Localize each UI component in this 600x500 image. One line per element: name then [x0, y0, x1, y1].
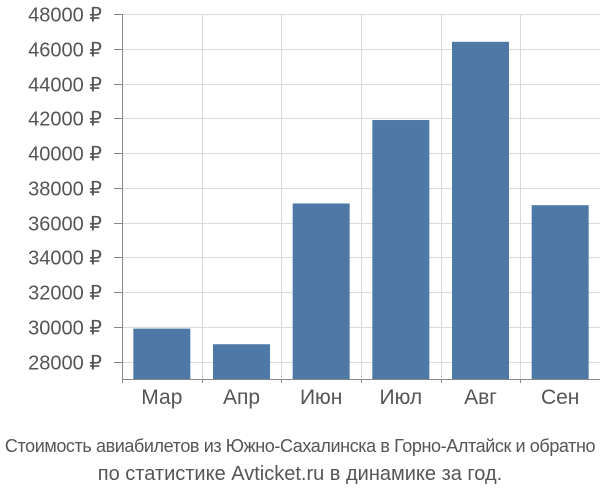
y-tick-label: 28000 ₽: [28, 353, 102, 375]
bar-5: [452, 41, 509, 380]
grid-lines: [122, 14, 600, 379]
x-tick-label: Авг: [464, 386, 497, 409]
y-tick-label: 36000 ₽: [28, 214, 102, 236]
x-axis-ticks: Мар Апр Июн Июл Авг Сен: [141, 386, 579, 409]
y-tick-label: 46000 ₽: [28, 40, 102, 62]
axes: [114, 14, 600, 383]
y-tick-label: 32000 ₽: [28, 283, 102, 305]
y-tick-label: 30000 ₽: [28, 318, 102, 340]
bar-2: [213, 344, 270, 379]
x-tick-label: Июл: [380, 386, 423, 409]
y-tick-label: 44000 ₽: [28, 75, 102, 97]
x-tick-label: Мар: [141, 386, 182, 409]
y-tick-label: 34000 ₽: [28, 248, 102, 270]
y-tick-label: 38000 ₽: [28, 179, 102, 201]
bar-6: [531, 205, 589, 379]
x-tick-label: Сен: [541, 386, 579, 409]
chart-caption-line-1: Стоимость авиабилетов из Южно-Сахалинска…: [4, 436, 596, 456]
y-tick-label: 42000 ₽: [28, 109, 102, 131]
bar-chart: 28000 ₽ 30000 ₽ 32000 ₽ 34000 ₽ 36000 ₽ 38000…: [28, 5, 600, 409]
x-tick-label: Апр: [223, 386, 260, 409]
y-axis-ticks: 28000 ₽ 30000 ₽ 32000 ₽ 34000 ₽ 36000 ₽ 38000…: [28, 5, 102, 375]
y-tick-label: 48000 ₽: [28, 5, 102, 27]
bar-1: [133, 328, 191, 379]
y-tick-label: 40000 ₽: [28, 144, 102, 166]
x-tick-label: Июн: [300, 386, 342, 409]
bar-4: [372, 120, 430, 380]
bar-3: [292, 203, 350, 379]
bars: [133, 41, 589, 380]
chart-caption-line-2: по статистике Avticket.ru в динамике за …: [97, 463, 503, 485]
